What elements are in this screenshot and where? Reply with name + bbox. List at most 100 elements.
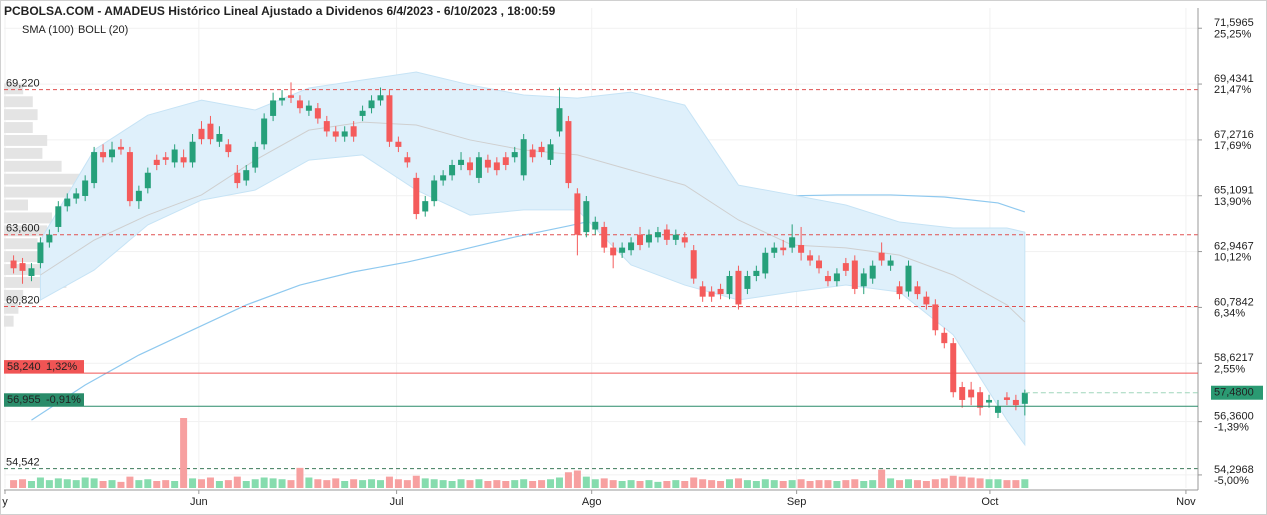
- volume-bar: [10, 480, 18, 488]
- volume-bar: [896, 480, 904, 488]
- candle-body: [547, 144, 554, 160]
- candle-body: [601, 226, 608, 248]
- candle-body: [780, 247, 787, 251]
- volume-bar: [421, 478, 429, 488]
- volume-profile-bar: [4, 147, 43, 159]
- volume-bar: [654, 481, 662, 488]
- candle-body: [305, 105, 312, 111]
- candle-body: [637, 234, 644, 246]
- volume-bar: [341, 481, 349, 488]
- volume-bar: [19, 479, 27, 488]
- volume-bar: [368, 479, 376, 488]
- volume-bar: [206, 477, 214, 488]
- volume-profile-bar: [4, 225, 48, 237]
- y-tick-label: 62,9467: [1214, 240, 1254, 252]
- candle-body: [619, 247, 626, 253]
- volume-bar: [376, 480, 384, 488]
- volume-bar: [573, 470, 581, 488]
- volume-profile-bar: [4, 83, 24, 95]
- candle-body: [288, 95, 295, 98]
- candle-body: [109, 149, 116, 158]
- candle-body: [977, 392, 984, 408]
- candle-body: [968, 389, 975, 398]
- volume-bar: [54, 478, 62, 488]
- candle-body: [493, 162, 500, 171]
- candle-body: [529, 149, 536, 158]
- candle-body: [243, 170, 250, 181]
- volume-bar: [824, 480, 832, 488]
- candle-body: [413, 177, 420, 215]
- volume-bar: [448, 481, 456, 488]
- volume-bar: [144, 479, 152, 488]
- volume-bar: [591, 479, 599, 488]
- y2-tick-label: 6,34%: [1214, 307, 1245, 319]
- x-tick-label: Jun: [190, 496, 208, 508]
- candle-body: [959, 387, 966, 400]
- level-label: 60,820: [6, 294, 40, 306]
- volume-bar: [502, 481, 510, 488]
- candle-body: [798, 245, 805, 253]
- volume-bar: [198, 479, 206, 488]
- y-tick-label: 71,5965: [1214, 17, 1254, 29]
- legend-entry: SMA (100): [22, 24, 74, 36]
- volume-profile-bar: [4, 251, 43, 263]
- volume-profile-bar: [4, 109, 38, 121]
- candle-body: [654, 232, 661, 238]
- candle-body: [19, 263, 26, 271]
- volume-bar: [108, 480, 116, 488]
- volume-bar: [493, 480, 501, 488]
- candle-body: [422, 201, 429, 212]
- candle-body: [914, 286, 921, 295]
- x-tick-label: Nov: [1176, 496, 1196, 508]
- volume-bar: [45, 480, 53, 488]
- volume-bar: [439, 480, 447, 488]
- volume-bar: [529, 481, 537, 488]
- candle-body: [359, 110, 366, 116]
- candle-body: [681, 237, 688, 243]
- candle-body: [986, 399, 993, 403]
- volume-profile-bar: [4, 186, 72, 198]
- volume-bar: [394, 479, 402, 488]
- volume-bar: [162, 480, 170, 488]
- volume-bar: [153, 481, 161, 488]
- volume-bar: [538, 480, 546, 488]
- candle-body: [10, 260, 17, 269]
- volume-bar: [323, 480, 331, 488]
- candle-body: [198, 128, 205, 140]
- candle-body: [55, 206, 62, 227]
- volume-profile-bar: [4, 173, 124, 185]
- sma-line: [31, 194, 1026, 421]
- volume-bar: [887, 478, 895, 488]
- candle-body: [350, 126, 357, 137]
- candle-body: [270, 100, 277, 116]
- volume-bar: [269, 478, 277, 488]
- candle-body: [1003, 397, 1010, 400]
- volume-bar: [296, 467, 304, 488]
- candle-body: [162, 157, 169, 160]
- candle-body: [556, 108, 563, 132]
- candle-body: [207, 123, 214, 140]
- y2-tick-label: 21,47%: [1214, 84, 1252, 96]
- candle-body: [502, 157, 509, 165]
- y-tick-label: 69,4341: [1214, 73, 1254, 85]
- candle-body: [762, 252, 769, 274]
- candle-body: [869, 265, 876, 279]
- y-tick-label: 67,2716: [1214, 129, 1254, 141]
- volume-bar: [180, 418, 188, 488]
- candle-body: [126, 152, 133, 202]
- candle-body: [296, 100, 303, 109]
- volume-bar: [958, 476, 966, 488]
- volume-profile-bar: [4, 135, 48, 146]
- candle-body: [878, 252, 885, 261]
- volume-bar: [931, 479, 939, 488]
- candle-body: [404, 157, 411, 163]
- candle-body: [950, 343, 957, 393]
- candle-body: [610, 247, 617, 256]
- candle-body: [771, 247, 778, 253]
- volume-bar: [233, 476, 241, 488]
- candle-body: [189, 141, 196, 163]
- level-label: 54,542: [6, 456, 40, 468]
- candle-body: [851, 260, 858, 289]
- volume-profile-bar: [4, 238, 38, 250]
